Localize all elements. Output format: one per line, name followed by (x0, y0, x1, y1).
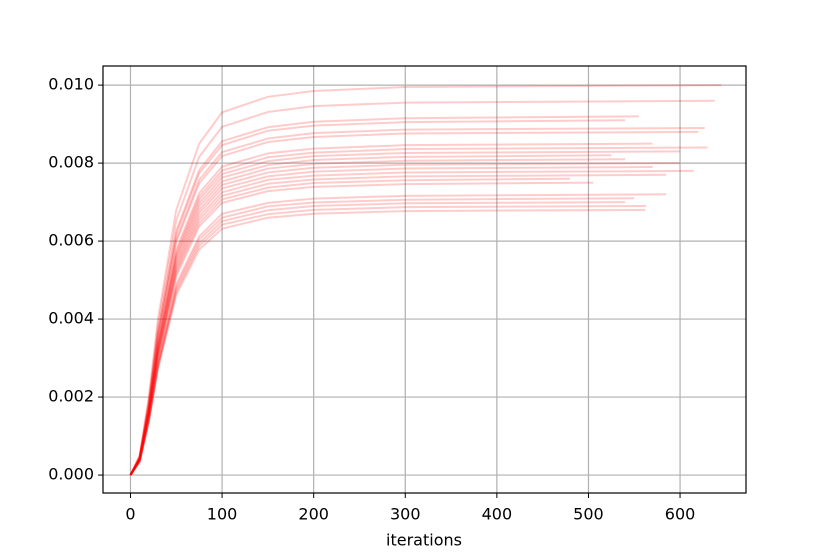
series-line (129, 130, 699, 476)
series-line (129, 169, 694, 476)
series-line (129, 197, 635, 476)
series-line (129, 193, 667, 476)
series-line (129, 142, 653, 476)
series-line (129, 158, 626, 476)
series-line (129, 99, 715, 476)
y-tick-label: 0.010 (48, 75, 94, 94)
x-tick-label: 200 (298, 505, 329, 524)
series-line (129, 115, 639, 476)
series-line (129, 181, 594, 476)
series-line (129, 150, 681, 476)
series-line (129, 201, 626, 476)
series-line (129, 208, 646, 476)
x-tick-label: 400 (482, 505, 513, 524)
series-line (129, 162, 681, 476)
series-line (129, 119, 626, 476)
y-tick-label: 0.000 (48, 465, 94, 484)
y-tick-label: 0.002 (48, 387, 94, 406)
x-tick-label: 100 (207, 505, 238, 524)
y-tick-label: 0.004 (48, 309, 94, 328)
plot-frame (102, 65, 747, 494)
series-line (129, 154, 612, 476)
x-tick-label: 300 (390, 505, 421, 524)
series-line (129, 173, 667, 476)
series-line (129, 146, 708, 476)
x-axis-label: iterations (386, 531, 462, 550)
series-line (129, 177, 571, 476)
y-tick-label: 0.008 (48, 153, 94, 172)
series-line (129, 84, 722, 476)
x-tick-label: 600 (665, 505, 696, 524)
series-line (129, 165, 653, 476)
y-tick-label: 0.006 (48, 231, 94, 250)
series-line (129, 127, 705, 476)
x-tick-label: 500 (573, 505, 604, 524)
x-tick-label: 0 (125, 505, 135, 524)
series-line (129, 204, 647, 476)
